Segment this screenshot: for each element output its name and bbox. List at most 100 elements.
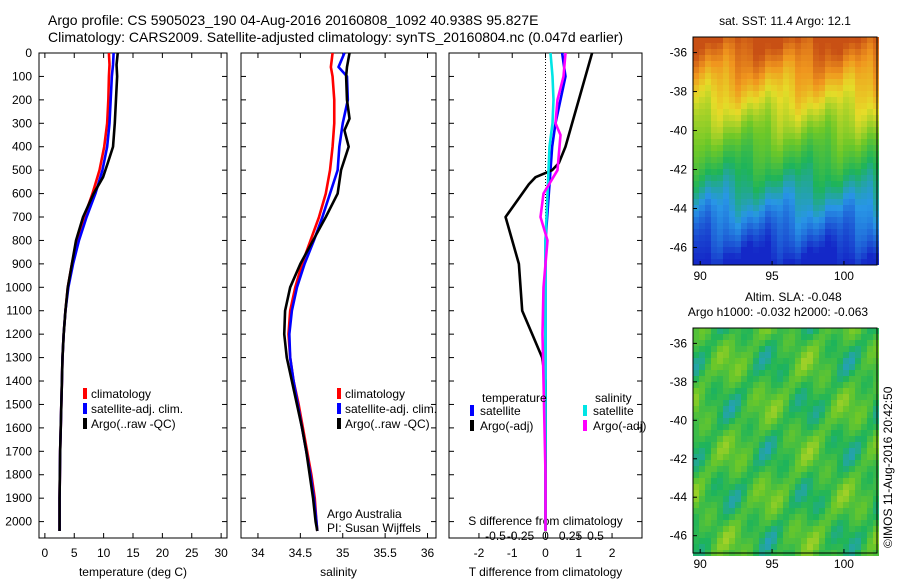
map-cell bbox=[723, 109, 729, 115]
map-cell bbox=[765, 181, 771, 187]
map-cell bbox=[825, 532, 831, 538]
map-cell bbox=[699, 133, 705, 139]
map-cell bbox=[861, 97, 867, 103]
map-cell bbox=[759, 193, 765, 199]
map-cell bbox=[741, 412, 747, 418]
map-cell bbox=[729, 253, 735, 259]
map-cell bbox=[741, 418, 747, 424]
map-cell bbox=[819, 211, 825, 217]
map-cell bbox=[759, 424, 765, 430]
map-cell bbox=[843, 97, 849, 103]
map-cell bbox=[795, 532, 801, 538]
map-cell bbox=[723, 460, 729, 466]
map-cell bbox=[849, 478, 855, 484]
map-cell bbox=[837, 79, 843, 85]
map-cell bbox=[735, 418, 741, 424]
map-cell bbox=[777, 163, 783, 169]
map-cell bbox=[795, 376, 801, 382]
map-lat-label: -36 bbox=[670, 46, 688, 60]
map-cell bbox=[843, 466, 849, 472]
map-cell bbox=[741, 508, 747, 514]
map-cell bbox=[789, 364, 795, 370]
map-cell bbox=[795, 247, 801, 253]
map-cell bbox=[699, 145, 705, 151]
map-cell bbox=[729, 334, 735, 340]
map-cell bbox=[741, 382, 747, 388]
map-cell bbox=[825, 478, 831, 484]
map-cell bbox=[807, 412, 813, 418]
map-cell bbox=[855, 43, 861, 49]
map-cell bbox=[705, 376, 711, 382]
map-cell bbox=[813, 490, 819, 496]
map-cell bbox=[855, 121, 861, 127]
map-cell bbox=[789, 388, 795, 394]
map-cell bbox=[783, 235, 789, 241]
map-cell bbox=[705, 127, 711, 133]
map-cell bbox=[723, 472, 729, 478]
map-cell bbox=[867, 364, 873, 370]
map-cell bbox=[783, 406, 789, 412]
map-cell bbox=[693, 412, 699, 418]
depth-tick-label: 500 bbox=[12, 163, 32, 177]
map-cell bbox=[753, 538, 759, 544]
map-cell bbox=[861, 514, 867, 520]
map-cell bbox=[843, 532, 849, 538]
map-cell bbox=[711, 412, 717, 418]
map-cell bbox=[753, 103, 759, 109]
map-cell bbox=[813, 358, 819, 364]
map-cell bbox=[867, 37, 873, 43]
map-cell bbox=[855, 259, 861, 265]
map-cell bbox=[711, 388, 717, 394]
map-cell bbox=[741, 223, 747, 229]
map-cell bbox=[861, 43, 867, 49]
map-cell bbox=[693, 217, 699, 223]
map-cell bbox=[819, 91, 825, 97]
map-cell bbox=[843, 460, 849, 466]
map-cell bbox=[765, 103, 771, 109]
map-cell bbox=[699, 484, 705, 490]
map-cell bbox=[861, 340, 867, 346]
map-cell bbox=[867, 121, 873, 127]
map-cell bbox=[873, 328, 879, 334]
map-cell bbox=[861, 151, 867, 157]
map-cell bbox=[843, 502, 849, 508]
map-cell bbox=[693, 508, 699, 514]
map-cell bbox=[849, 448, 855, 454]
map-cell bbox=[801, 43, 807, 49]
map-cell bbox=[771, 229, 777, 235]
map-cell bbox=[825, 211, 831, 217]
map-cell bbox=[777, 217, 783, 223]
map-cell bbox=[729, 388, 735, 394]
map-cell bbox=[795, 205, 801, 211]
map-cell bbox=[867, 346, 873, 352]
map-cell bbox=[867, 478, 873, 484]
map-cell bbox=[783, 37, 789, 43]
map-cell bbox=[849, 49, 855, 55]
map-cell bbox=[813, 169, 819, 175]
map-cell bbox=[699, 103, 705, 109]
map-cell bbox=[825, 442, 831, 448]
map-cell bbox=[753, 217, 759, 223]
map-cell bbox=[819, 442, 825, 448]
map-cell bbox=[873, 253, 879, 259]
map-cell bbox=[855, 532, 861, 538]
map-cell bbox=[717, 400, 723, 406]
map-cell bbox=[837, 418, 843, 424]
map-cell bbox=[705, 103, 711, 109]
map-cell bbox=[861, 199, 867, 205]
map-cell bbox=[837, 199, 843, 205]
map-cell bbox=[831, 430, 837, 436]
map-cell bbox=[777, 448, 783, 454]
legend-label: Argo(-adj) bbox=[593, 419, 646, 433]
depth-tick-label: 100 bbox=[12, 69, 32, 83]
map-cell bbox=[831, 346, 837, 352]
map-cell bbox=[795, 169, 801, 175]
map-cell bbox=[735, 340, 741, 346]
map-cell bbox=[783, 103, 789, 109]
x-tick-label: 0 bbox=[42, 546, 49, 560]
map-cell bbox=[711, 526, 717, 532]
map-cell bbox=[831, 181, 837, 187]
map-cell bbox=[837, 364, 843, 370]
map-cell bbox=[837, 346, 843, 352]
map-cell bbox=[753, 259, 759, 265]
